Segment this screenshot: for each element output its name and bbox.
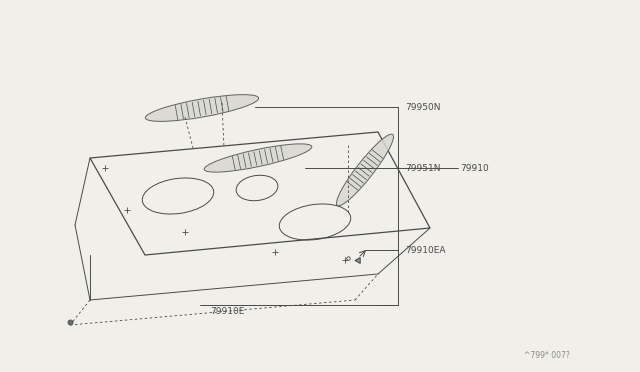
Ellipse shape	[204, 144, 312, 172]
Text: ^799* 007?: ^799* 007?	[524, 351, 570, 360]
Ellipse shape	[145, 94, 259, 121]
Text: 79910E: 79910E	[210, 308, 244, 317]
Text: 79910EA: 79910EA	[405, 246, 445, 254]
Text: 79910: 79910	[460, 164, 489, 173]
Text: 79951N: 79951N	[405, 164, 440, 173]
Text: 79950N: 79950N	[405, 103, 440, 112]
Ellipse shape	[337, 134, 394, 206]
